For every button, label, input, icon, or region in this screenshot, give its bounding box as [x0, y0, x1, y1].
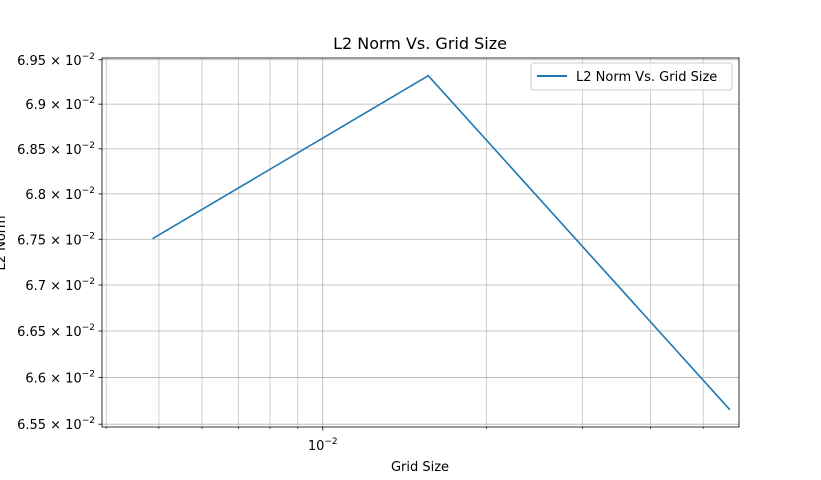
series-layer — [152, 74, 731, 411]
y-tick-label: 6.7 × 10−2 — [25, 277, 95, 294]
y-tick-label: 6.8 × 10−2 — [25, 186, 95, 203]
plot-frame — [101, 57, 740, 428]
grid — [102, 58, 739, 427]
data-point — [427, 74, 430, 77]
legend-label: L2 Norm Vs. Grid Size — [576, 70, 717, 85]
axis-ticks: 10−26.55 × 10−26.6 × 10−26.65 × 10−26.7 … — [17, 52, 704, 454]
data-point — [728, 408, 731, 411]
y-tick-label: 6.75 × 10−2 — [17, 231, 95, 248]
y-tick-label: 6.85 × 10−2 — [17, 141, 95, 158]
chart-title: L2 Norm Vs. Grid Size — [333, 34, 507, 53]
legend: L2 Norm Vs. Grid Size — [530, 62, 733, 91]
legend-box — [530, 62, 733, 91]
y-tick-label: 6.6 × 10−2 — [25, 369, 95, 386]
y-tick-label: 6.65 × 10−2 — [17, 323, 95, 340]
data-point — [152, 237, 155, 240]
x-axis-label: Grid Size — [391, 460, 449, 475]
y-tick-label: 6.95 × 10−2 — [17, 52, 95, 69]
y-tick-label: 6.55 × 10−2 — [17, 416, 95, 433]
y-tick-label: 6.9 × 10−2 — [25, 96, 95, 113]
y-axis-label: L2 Norm — [0, 215, 9, 270]
